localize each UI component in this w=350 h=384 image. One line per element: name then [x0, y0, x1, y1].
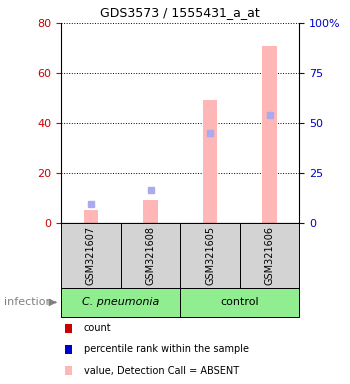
Bar [84, 210, 98, 223]
Text: value, Detection Call = ABSENT: value, Detection Call = ABSENT [84, 366, 239, 376]
Text: GSM321606: GSM321606 [265, 226, 274, 285]
Text: GSM321607: GSM321607 [86, 226, 96, 285]
Bar [203, 101, 217, 223]
Text: control: control [220, 297, 259, 308]
Text: C. pneumonia: C. pneumonia [82, 297, 160, 308]
Text: percentile rank within the sample: percentile rank within the sample [84, 344, 249, 354]
Bar [143, 200, 158, 223]
Bar [262, 46, 277, 223]
Text: infection: infection [4, 297, 52, 308]
Text: count: count [84, 323, 112, 333]
Title: GDS3573 / 1555431_a_at: GDS3573 / 1555431_a_at [100, 6, 260, 19]
Text: GSM321608: GSM321608 [146, 226, 155, 285]
Text: GSM321605: GSM321605 [205, 226, 215, 285]
